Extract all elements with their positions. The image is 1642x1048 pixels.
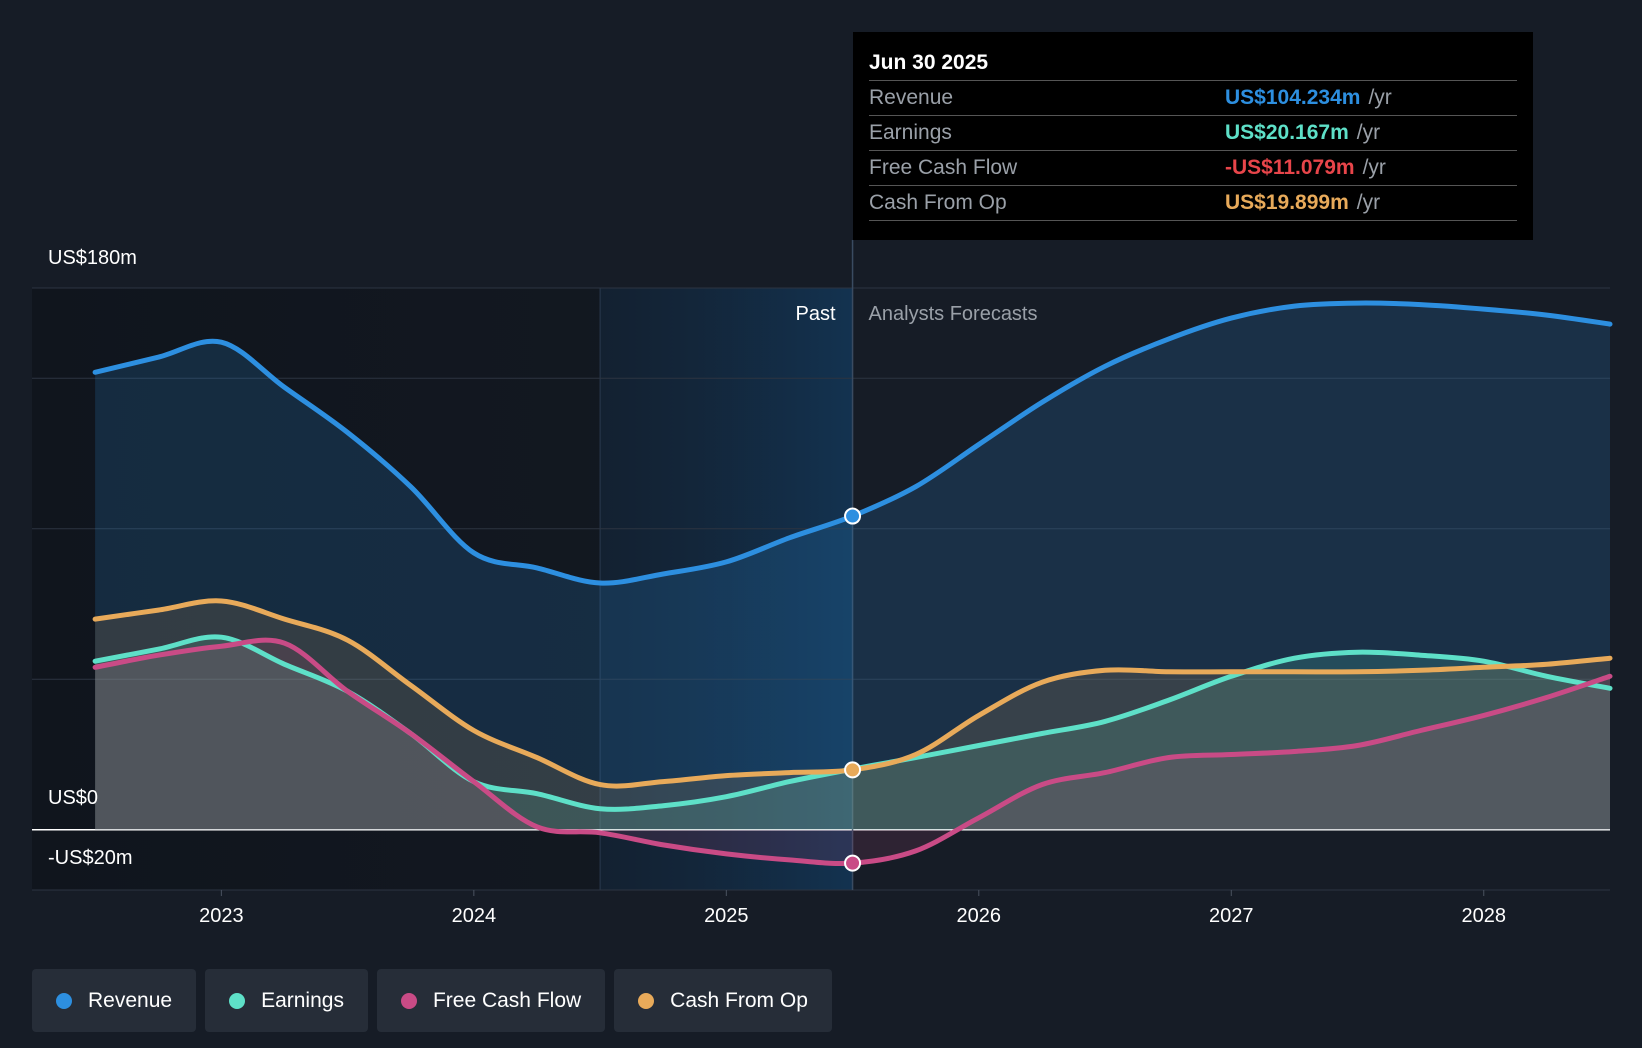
x-axis-label: 2027: [1209, 905, 1254, 927]
marker-cash-from-op: [844, 761, 862, 779]
y-axis-label: -US$20m: [48, 847, 132, 869]
series-area-cash-from-op: [95, 600, 1611, 830]
tooltip-unit: /yr: [1356, 191, 1381, 214]
tooltip-row-free-cash-flow: Free Cash Flow -US$11.079m /yr: [869, 151, 1517, 186]
y-axis-label: US$180m: [48, 247, 137, 269]
tooltip-unit: /yr: [1368, 86, 1392, 109]
tooltip-label: Free Cash Flow: [869, 156, 1018, 179]
tooltip-unit: /yr: [1356, 121, 1381, 144]
x-axis-label: 2028: [1462, 905, 1507, 927]
marker-revenue: [844, 507, 862, 525]
tooltip: Jun 30 2025 Revenue US$104.234m /yr Earn…: [853, 32, 1533, 240]
legend-dot-icon: [400, 992, 417, 1009]
y-axis-label: US$0: [48, 787, 98, 809]
legend-dot-icon: [56, 992, 72, 1009]
legend-item-revenue[interactable]: Revenue: [32, 969, 197, 1032]
tooltip-label: Revenue: [869, 86, 954, 109]
tooltip-row-revenue: Revenue US$104.234m /yr: [869, 81, 1517, 116]
chart: US$180m US$0 -US$20m 2023 2024 2025 2026 2027 20…: [32, 240, 1613, 927]
tooltip-value: US$19.899m: [1225, 191, 1349, 214]
tooltip-unit: /yr: [1362, 156, 1386, 179]
legend-label: Revenue: [88, 988, 173, 1012]
series-line-revenue: [92, 300, 1613, 586]
x-axis-label: 2026: [957, 905, 1002, 927]
tooltip-value: US$20.167m: [1225, 121, 1349, 144]
x-axis-label: 2023: [199, 905, 244, 927]
tooltip-label: Earnings: [869, 121, 952, 144]
tooltip-row-cash-from-op: Cash From Op US$19.899m /yr: [869, 186, 1517, 221]
tooltip-value: -US$11.079m: [1225, 156, 1355, 179]
x-axis-label: 2024: [452, 905, 497, 927]
series-area-earnings: [95, 636, 1611, 830]
legend-item-earnings[interactable]: Earnings: [205, 969, 368, 1032]
forecast-label: Analysts Forecasts: [869, 303, 1038, 325]
tooltip-label: Cash From Op: [869, 191, 1007, 214]
tooltip-value: US$104.234m: [1225, 86, 1361, 109]
series-area-free-cash-flow: [95, 640, 1611, 864]
legend: Revenue Earnings Free Cash Flow Cash Fro…: [32, 969, 832, 1032]
tooltip-date: Jun 30 2025: [869, 46, 1517, 81]
marker-free-cash-flow: [844, 854, 862, 872]
x-axis-label: 2025: [704, 905, 749, 927]
legend-dot-icon: [229, 992, 246, 1009]
legend-dot-icon: [638, 992, 655, 1009]
legend-item-cash-from-op[interactable]: Cash From Op: [614, 969, 832, 1032]
past-label: Past: [796, 303, 836, 325]
legend-label: Free Cash Flow: [432, 988, 582, 1012]
legend-label: Earnings: [261, 988, 344, 1012]
tooltip-row-earnings: Earnings US$20.167m /yr: [869, 116, 1517, 151]
series-area-revenue: [95, 303, 1611, 830]
legend-item-free-cash-flow[interactable]: Free Cash Flow: [376, 969, 606, 1032]
legend-label: Cash From Op: [670, 988, 808, 1012]
highlight-region: [600, 288, 853, 890]
